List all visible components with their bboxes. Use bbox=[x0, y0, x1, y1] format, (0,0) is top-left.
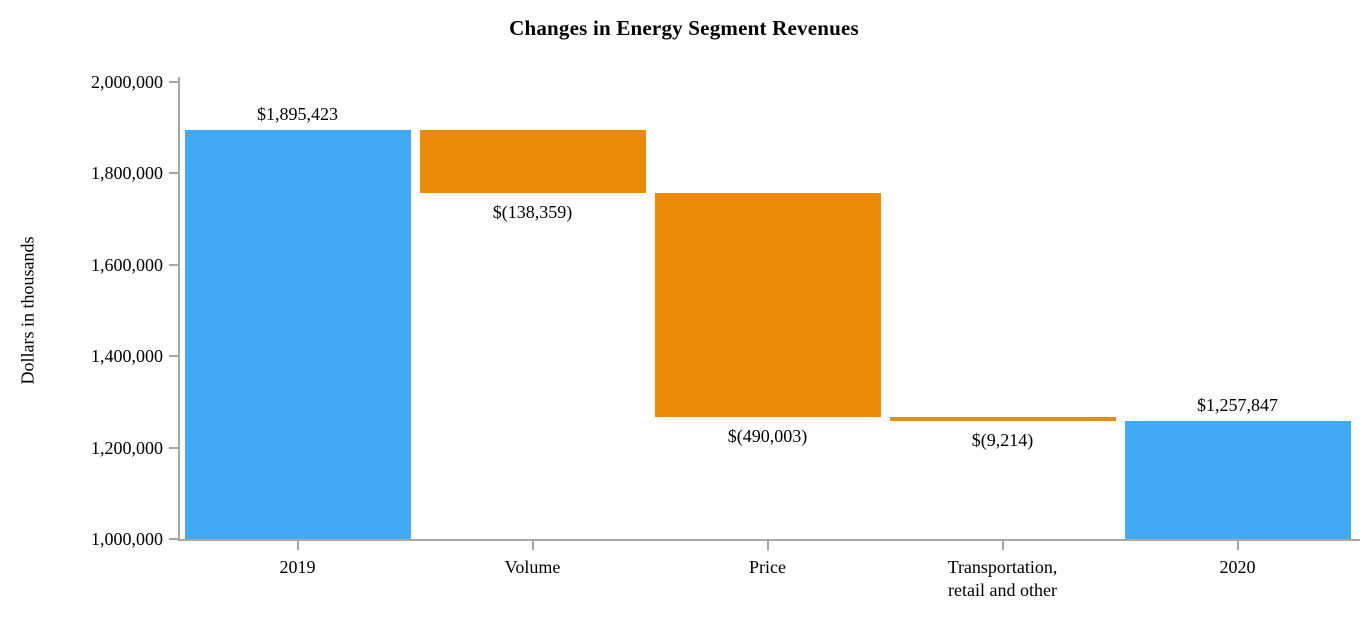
x-category-label: 2020 bbox=[1219, 557, 1256, 577]
y-tick-label: 1,400,000 bbox=[91, 346, 163, 367]
y-tick bbox=[169, 355, 178, 358]
bar-value-label: $(490,003) bbox=[727, 425, 808, 446]
x-tick bbox=[531, 541, 534, 550]
bar-1 bbox=[184, 129, 411, 539]
x-category-label: Transportation, retail and other bbox=[947, 557, 1058, 600]
bar-2 bbox=[419, 129, 646, 193]
y-tick-label: 2,000,000 bbox=[91, 72, 163, 92]
chart-title: Changes in Energy Segment Revenues bbox=[509, 16, 859, 40]
bar-4 bbox=[889, 416, 1116, 422]
y-tick-label: 1,800,000 bbox=[91, 163, 163, 184]
y-tick-label: 1,000,000 bbox=[91, 529, 163, 549]
y-axis-line bbox=[178, 77, 180, 539]
y-tick bbox=[169, 263, 178, 266]
y-tick bbox=[169, 538, 178, 540]
x-category-label: Price bbox=[749, 557, 786, 577]
bar-5 bbox=[1124, 421, 1351, 539]
bar-value-label: $1,895,423 bbox=[257, 103, 338, 124]
x-category-label: Volume bbox=[504, 557, 561, 577]
y-axis-title: Dollars in thousands bbox=[17, 236, 38, 385]
x-category-label: 2019 bbox=[279, 557, 316, 577]
x-tick bbox=[766, 541, 769, 550]
x-tick bbox=[1236, 541, 1239, 550]
x-tick bbox=[296, 541, 299, 550]
x-axis-line bbox=[178, 539, 1360, 541]
y-tick-label: 1,200,000 bbox=[91, 437, 163, 458]
bar-3 bbox=[654, 193, 881, 417]
bar-value-label: $1,257,847 bbox=[1197, 395, 1278, 416]
y-tick-label: 1,600,000 bbox=[91, 254, 163, 275]
y-tick bbox=[169, 172, 178, 175]
y-tick bbox=[169, 446, 178, 449]
y-tick bbox=[169, 81, 178, 83]
x-tick bbox=[1001, 541, 1004, 550]
bar-value-label: $(9,214) bbox=[971, 430, 1034, 451]
bar-value-label: $(138,359) bbox=[492, 202, 573, 223]
